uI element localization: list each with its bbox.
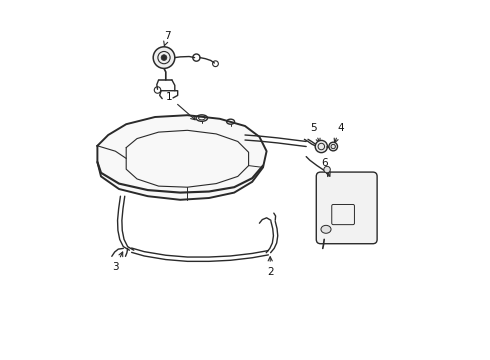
Text: 5: 5 xyxy=(310,123,320,143)
Circle shape xyxy=(161,55,167,60)
Text: 6: 6 xyxy=(321,158,330,176)
Circle shape xyxy=(324,166,330,173)
Text: 7: 7 xyxy=(164,31,171,46)
FancyBboxPatch shape xyxy=(316,172,377,244)
Polygon shape xyxy=(98,115,267,200)
Circle shape xyxy=(315,140,327,153)
Circle shape xyxy=(153,47,175,68)
Text: 1: 1 xyxy=(166,92,195,120)
Text: 2: 2 xyxy=(267,257,273,277)
Text: 4: 4 xyxy=(334,123,343,143)
Text: 3: 3 xyxy=(112,252,122,272)
Circle shape xyxy=(329,142,338,151)
Ellipse shape xyxy=(321,225,331,233)
